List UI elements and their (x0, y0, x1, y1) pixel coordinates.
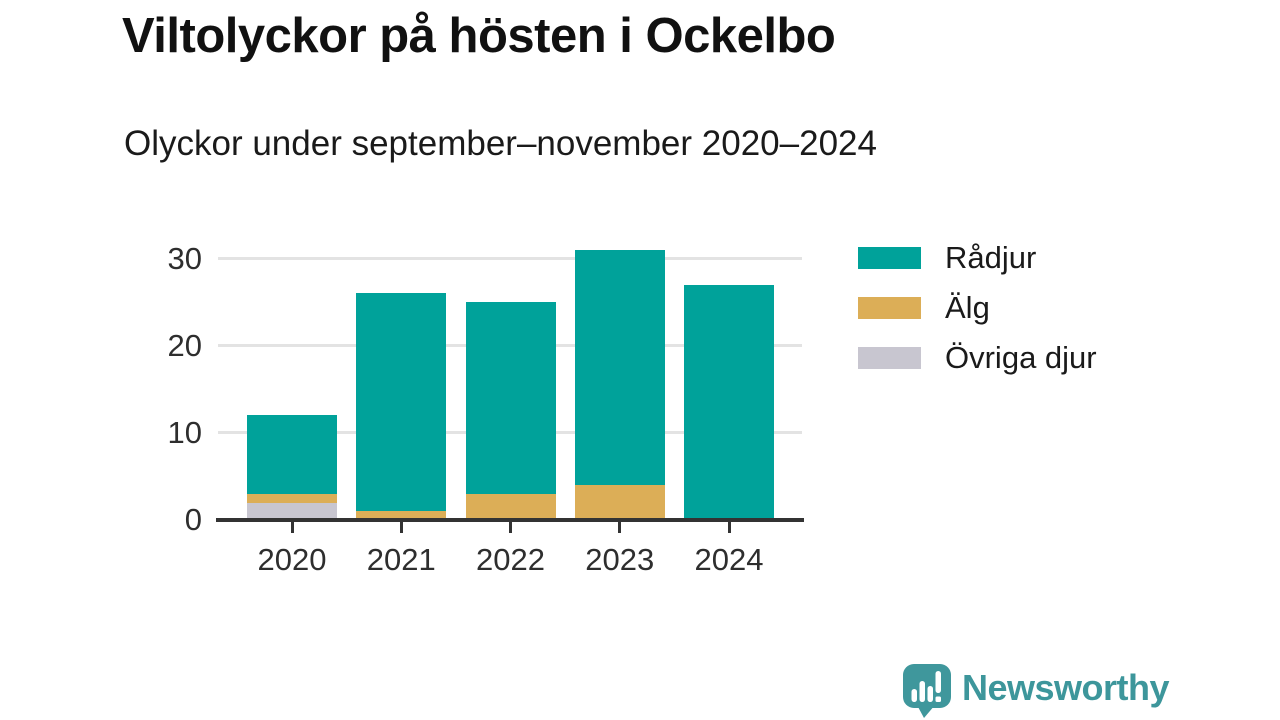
x-axis-label: 2021 (366, 542, 436, 577)
x-axis-label: 2022 (476, 542, 545, 577)
gridline-30 (218, 257, 802, 260)
legend-label: Övriga djur (945, 340, 1097, 375)
bar-segment-2023-Rådjur (574, 249, 665, 486)
bar-segment-2021-Rådjur (356, 293, 447, 512)
bar-segment-2024-Rådjur (684, 284, 774, 520)
x-axis-label: 2020 (257, 542, 327, 577)
y-axis-label: 30 (167, 240, 202, 276)
newsworthy-logo-text: Newsworthy (962, 667, 1170, 708)
legend-label: Rådjur (945, 240, 1037, 275)
legend-label: Älg (945, 290, 990, 325)
bar-segment-2021-Älg (356, 511, 447, 520)
newsworthy-logo: Newsworthy (903, 664, 1170, 718)
x-axis-label: 2024 (694, 542, 764, 577)
y-axis-label: 20 (167, 327, 202, 363)
x-axis-tick (290, 522, 294, 533)
bar-segment-2020-Älg (247, 493, 337, 503)
legend-item: Rådjur (858, 233, 1097, 283)
legend-item: Övriga djur (858, 333, 1097, 383)
chart-legend: Rådjur Älg Övriga djur (858, 233, 1097, 383)
y-axis-label: 10 (167, 414, 202, 450)
chart-subtitle: Olyckor under september–november 2020–20… (124, 124, 877, 163)
x-axis-line (216, 518, 804, 522)
bar-segment-2020-Rådjur (247, 415, 337, 494)
page-title: Viltolyckor på hösten i Ockelbo (122, 9, 836, 63)
x-axis-tick (727, 522, 731, 533)
y-axis-label: 0 (184, 502, 202, 537)
bar-segment-2023-Älg (574, 485, 665, 520)
x-axis-tick (509, 522, 512, 533)
bar-segment-2020-Övriga djur (247, 502, 337, 520)
legend-item: Älg (858, 283, 1097, 333)
bar-segment-2022-Rådjur (465, 302, 556, 494)
x-axis-tick (618, 522, 622, 533)
newsworthy-logo-icon (903, 664, 951, 718)
legend-swatch-1 (858, 247, 921, 269)
x-axis-tick (399, 522, 403, 533)
legend-swatch-3 (858, 347, 921, 369)
x-axis-label: 2023 (585, 542, 655, 577)
bar-segment-2022-Älg (465, 493, 556, 520)
legend-swatch-2 (858, 297, 921, 319)
